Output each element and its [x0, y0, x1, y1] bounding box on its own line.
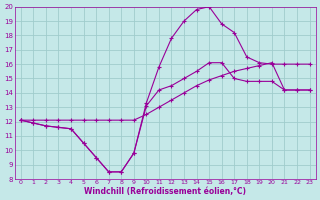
X-axis label: Windchill (Refroidissement éolien,°C): Windchill (Refroidissement éolien,°C)	[84, 187, 246, 196]
